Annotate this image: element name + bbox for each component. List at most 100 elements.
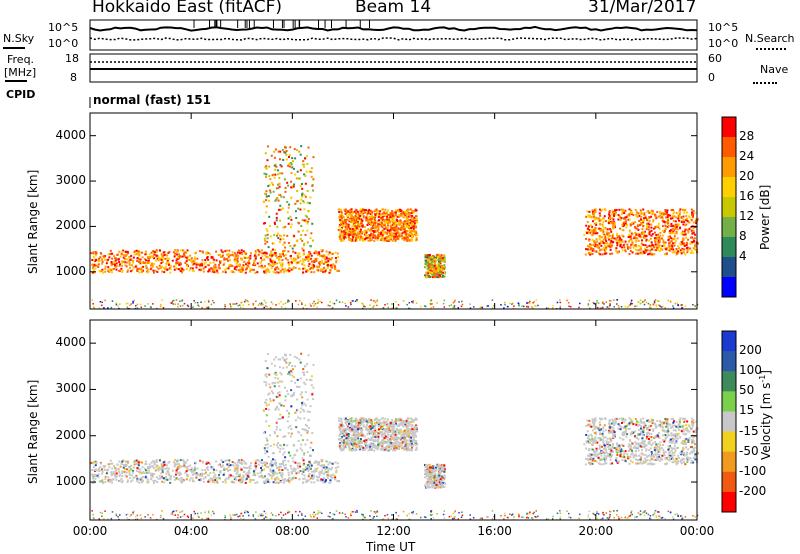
power-cell — [383, 211, 386, 214]
velocity-cell — [249, 467, 252, 470]
velocity-cell — [294, 381, 297, 384]
power-cell — [213, 266, 216, 269]
power-cell — [321, 268, 324, 271]
velocity-cell — [342, 443, 345, 446]
power-cell — [273, 150, 276, 153]
power-cell — [172, 251, 175, 254]
velocity-cell — [334, 466, 337, 469]
power-cell — [393, 222, 396, 225]
power-cell — [267, 185, 270, 188]
velocity-cell — [111, 467, 114, 470]
power-cell — [264, 271, 267, 274]
power-cell — [230, 270, 233, 273]
power-cell — [377, 223, 380, 226]
power-cell — [611, 209, 614, 212]
velocity-cell — [218, 477, 221, 480]
velocity-cell — [282, 478, 285, 481]
power-cell — [667, 222, 670, 225]
power-cell — [294, 258, 297, 261]
velocity-cell — [97, 467, 100, 470]
power-cell — [200, 301, 202, 303]
power-cell — [605, 239, 608, 242]
velocity-cell — [103, 468, 106, 471]
power-cell — [92, 251, 95, 254]
power-cell — [636, 237, 639, 240]
power-cell — [681, 216, 684, 219]
velocity-cell — [219, 470, 222, 473]
velocity-cell — [275, 395, 278, 398]
velocity-cell — [123, 470, 126, 473]
power-cell — [658, 238, 661, 241]
velocity-cell — [185, 478, 188, 481]
power-cell — [347, 235, 350, 238]
power-cell — [688, 215, 691, 218]
power-cell — [631, 302, 633, 305]
power-cell — [264, 254, 267, 257]
power-cell — [676, 237, 679, 240]
power-cell — [442, 268, 445, 271]
power-cell — [283, 234, 286, 237]
power-cell — [300, 198, 303, 201]
velocity-cell — [293, 444, 296, 447]
power-cell — [215, 250, 218, 253]
power-cell — [617, 218, 620, 221]
power-cell — [347, 210, 350, 213]
velocity-cell — [153, 461, 156, 464]
velocity-cell — [99, 480, 102, 483]
velocity-cell — [293, 470, 296, 473]
power-cell — [415, 231, 418, 234]
power-cell — [632, 222, 635, 225]
velocity-cell — [195, 476, 198, 479]
power-cell — [667, 224, 670, 227]
power-cell — [666, 218, 669, 221]
power-cell — [665, 227, 668, 230]
power-cell — [658, 250, 661, 253]
velocity-cell — [119, 465, 122, 468]
velocity-cell — [304, 468, 307, 471]
velocity-cell — [279, 402, 282, 405]
power-cell — [329, 269, 332, 272]
power-cell — [262, 222, 265, 225]
power-cell — [350, 300, 353, 302]
velocity-cell — [291, 457, 294, 460]
power-cell — [373, 300, 376, 302]
power-cell — [313, 265, 316, 268]
velocity-cell — [301, 404, 304, 407]
power-cell — [638, 224, 641, 227]
power-cell — [340, 226, 343, 229]
power-cell — [354, 239, 357, 242]
power-cell — [130, 303, 132, 305]
power-cell — [406, 303, 408, 306]
velocity-cell — [121, 470, 124, 473]
power-cell — [126, 270, 129, 273]
velocity-cell — [304, 429, 307, 432]
power-cell — [360, 218, 363, 221]
power-cell — [398, 215, 401, 218]
power-cell — [603, 215, 606, 218]
power-cell — [137, 254, 140, 257]
velocity-cell — [245, 462, 248, 465]
velocity-cell — [288, 480, 291, 483]
power-cell — [611, 222, 614, 225]
power-cell — [384, 208, 387, 211]
velocity-cell — [157, 477, 160, 480]
power-cell — [635, 214, 638, 217]
power-cell — [162, 306, 165, 309]
power-cell — [594, 210, 597, 213]
power-cell — [452, 301, 455, 304]
power-cell — [270, 301, 273, 303]
velocity-cell — [92, 477, 95, 480]
power-cell — [408, 213, 411, 216]
power-cell — [426, 261, 429, 264]
power-cell — [629, 230, 632, 233]
power-cell — [680, 252, 683, 255]
velocity-cell — [185, 461, 188, 464]
velocity-cell — [265, 407, 268, 410]
velocity-cell — [114, 474, 117, 477]
velocity-cell — [296, 356, 299, 359]
power-cell — [305, 256, 308, 259]
power-cell — [276, 266, 279, 269]
power-cell — [125, 261, 128, 264]
power-cell — [293, 235, 296, 238]
velocity-cell — [312, 386, 315, 389]
